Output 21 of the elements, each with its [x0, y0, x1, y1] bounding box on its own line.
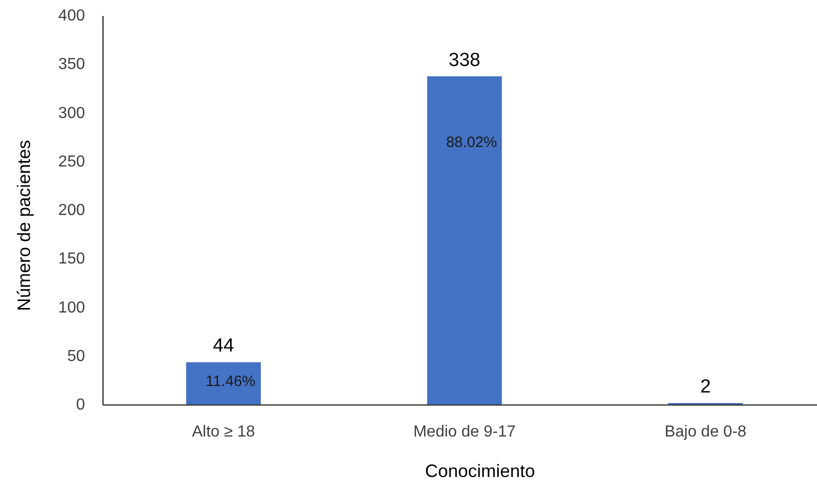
x-tick-label: Bajo de 0-8 — [664, 424, 747, 440]
data-label: 2 — [700, 376, 711, 398]
y-tick-label: 200 — [58, 202, 86, 219]
x-axis-title: Conocimiento — [424, 461, 536, 481]
y-tick-label: 100 — [58, 299, 86, 316]
y-tick-label: 50 — [67, 348, 86, 365]
annotation: 88.02% — [446, 134, 497, 151]
data-label: 44 — [212, 336, 234, 357]
y-tick-label: 400 — [58, 8, 86, 24]
y-tick-label: 0 — [76, 396, 86, 414]
y-tick-label: 250 — [58, 153, 86, 170]
y-tick-label: 350 — [58, 56, 86, 74]
x-tick-label: Medio de 9-17 — [413, 424, 516, 440]
y-tick-label: 300 — [58, 104, 86, 122]
y-tick-label: 150 — [58, 250, 86, 268]
data-label: 338 — [448, 50, 480, 71]
x-tick-label: Alto ≥ 18 — [192, 424, 256, 440]
annotation: 11.46% — [206, 372, 256, 390]
y-axis-title: Número de pacientes — [14, 140, 34, 312]
bar — [427, 76, 502, 405]
bar — [186, 362, 261, 405]
